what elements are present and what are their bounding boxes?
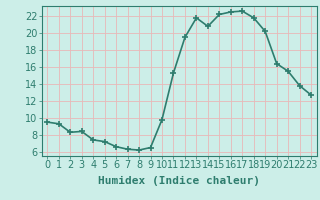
X-axis label: Humidex (Indice chaleur): Humidex (Indice chaleur): [98, 176, 260, 186]
